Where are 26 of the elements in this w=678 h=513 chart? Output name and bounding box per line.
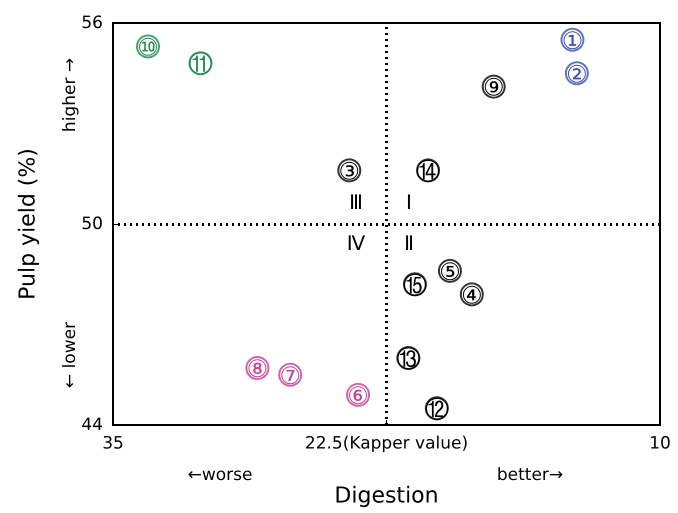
annotation: Ⅱ — [404, 231, 414, 255]
annotation: ① — [562, 26, 584, 55]
y-tick-label: 56 — [81, 13, 103, 33]
annotation: ⑤ — [439, 258, 461, 286]
y-axis-title: Pulp yield (%) — [16, 148, 40, 300]
annotation: Ⅳ — [346, 231, 366, 255]
annotation: ⑩ — [137, 33, 159, 62]
annotation: ② — [566, 60, 588, 88]
x-tick-label: 10 — [649, 434, 671, 454]
annotation: Ⅲ — [349, 190, 363, 214]
text: better→ — [496, 465, 564, 485]
annotation: ⑧ — [246, 355, 268, 384]
x-tick-label: 35 — [102, 434, 124, 454]
text: ←worse — [188, 465, 252, 485]
annotation: ③ — [338, 157, 360, 186]
text: higher → — [60, 58, 80, 132]
annotation: ④ — [461, 281, 483, 310]
annotation: ⑨ — [482, 74, 504, 102]
y-tick-label: 44 — [81, 415, 103, 435]
y-tick-label: 50 — [81, 214, 103, 234]
annotation: Ⅰ — [406, 190, 412, 214]
x-axis-title: Digestion — [334, 484, 439, 508]
annotation: ⑥ — [347, 382, 369, 410]
annotation: ⑦ — [279, 362, 301, 390]
x-tick-label: 22.5(Kapper value) — [304, 434, 468, 454]
text: ← lower — [60, 322, 80, 388]
